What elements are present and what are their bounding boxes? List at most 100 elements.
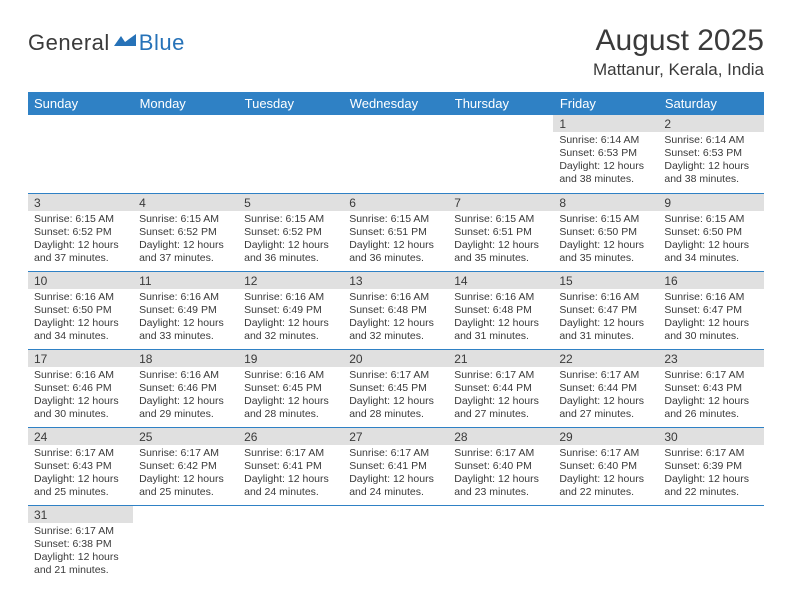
dow-sat: Saturday (658, 92, 763, 115)
day-cell: 11Sunrise: 6:16 AMSunset: 6:49 PMDayligh… (133, 271, 238, 349)
day-cell: 24Sunrise: 6:17 AMSunset: 6:43 PMDayligh… (28, 427, 133, 505)
day-number: 7 (448, 194, 553, 211)
day-cell (238, 505, 343, 583)
day-number: 9 (658, 194, 763, 211)
day-cell: 9Sunrise: 6:15 AMSunset: 6:50 PMDaylight… (658, 193, 763, 271)
day-cell: 3Sunrise: 6:15 AMSunset: 6:52 PMDaylight… (28, 193, 133, 271)
day-body: Sunrise: 6:15 AMSunset: 6:51 PMDaylight:… (343, 211, 448, 270)
day-number: 25 (133, 428, 238, 445)
day-body: Sunrise: 6:17 AMSunset: 6:40 PMDaylight:… (448, 445, 553, 504)
header: General Blue August 2025 Mattanur, Keral… (28, 24, 764, 80)
day-number: 26 (238, 428, 343, 445)
day-cell (343, 505, 448, 583)
dow-fri: Friday (553, 92, 658, 115)
day-body: Sunrise: 6:17 AMSunset: 6:39 PMDaylight:… (658, 445, 763, 504)
day-cell: 22Sunrise: 6:17 AMSunset: 6:44 PMDayligh… (553, 349, 658, 427)
day-number: 18 (133, 350, 238, 367)
calendar-body: 1Sunrise: 6:14 AMSunset: 6:53 PMDaylight… (28, 115, 764, 583)
day-cell: 23Sunrise: 6:17 AMSunset: 6:43 PMDayligh… (658, 349, 763, 427)
day-body: Sunrise: 6:15 AMSunset: 6:51 PMDaylight:… (448, 211, 553, 270)
day-cell (448, 505, 553, 583)
week-row: 3Sunrise: 6:15 AMSunset: 6:52 PMDaylight… (28, 193, 764, 271)
day-cell (238, 115, 343, 193)
week-row: 17Sunrise: 6:16 AMSunset: 6:46 PMDayligh… (28, 349, 764, 427)
day-cell (553, 505, 658, 583)
logo-flag-icon (114, 32, 136, 55)
day-body: Sunrise: 6:16 AMSunset: 6:48 PMDaylight:… (448, 289, 553, 348)
day-number: 24 (28, 428, 133, 445)
day-cell: 26Sunrise: 6:17 AMSunset: 6:41 PMDayligh… (238, 427, 343, 505)
day-number: 13 (343, 272, 448, 289)
day-body: Sunrise: 6:16 AMSunset: 6:48 PMDaylight:… (343, 289, 448, 348)
day-cell: 28Sunrise: 6:17 AMSunset: 6:40 PMDayligh… (448, 427, 553, 505)
dow-wed: Wednesday (343, 92, 448, 115)
day-number: 6 (343, 194, 448, 211)
day-number: 4 (133, 194, 238, 211)
day-cell: 20Sunrise: 6:17 AMSunset: 6:45 PMDayligh… (343, 349, 448, 427)
day-cell: 12Sunrise: 6:16 AMSunset: 6:49 PMDayligh… (238, 271, 343, 349)
day-number: 20 (343, 350, 448, 367)
day-body: Sunrise: 6:17 AMSunset: 6:43 PMDaylight:… (658, 367, 763, 426)
day-cell: 25Sunrise: 6:17 AMSunset: 6:42 PMDayligh… (133, 427, 238, 505)
day-cell (133, 115, 238, 193)
week-row: 10Sunrise: 6:16 AMSunset: 6:50 PMDayligh… (28, 271, 764, 349)
day-cell: 8Sunrise: 6:15 AMSunset: 6:50 PMDaylight… (553, 193, 658, 271)
day-number: 22 (553, 350, 658, 367)
day-body: Sunrise: 6:16 AMSunset: 6:49 PMDaylight:… (238, 289, 343, 348)
day-body: Sunrise: 6:17 AMSunset: 6:44 PMDaylight:… (553, 367, 658, 426)
day-cell: 27Sunrise: 6:17 AMSunset: 6:41 PMDayligh… (343, 427, 448, 505)
day-body: Sunrise: 6:17 AMSunset: 6:41 PMDaylight:… (238, 445, 343, 504)
day-number: 17 (28, 350, 133, 367)
day-body: Sunrise: 6:16 AMSunset: 6:45 PMDaylight:… (238, 367, 343, 426)
day-body: Sunrise: 6:14 AMSunset: 6:53 PMDaylight:… (553, 132, 658, 191)
day-body: Sunrise: 6:16 AMSunset: 6:49 PMDaylight:… (133, 289, 238, 348)
day-cell (28, 115, 133, 193)
title-block: August 2025 Mattanur, Kerala, India (593, 24, 764, 80)
logo-text-blue: Blue (139, 30, 185, 56)
day-cell (658, 505, 763, 583)
day-body: Sunrise: 6:15 AMSunset: 6:52 PMDaylight:… (238, 211, 343, 270)
day-body: Sunrise: 6:16 AMSunset: 6:47 PMDaylight:… (658, 289, 763, 348)
calendar-table: Sunday Monday Tuesday Wednesday Thursday… (28, 92, 764, 583)
day-number: 19 (238, 350, 343, 367)
day-cell: 13Sunrise: 6:16 AMSunset: 6:48 PMDayligh… (343, 271, 448, 349)
month-title: August 2025 (593, 24, 764, 58)
day-cell: 18Sunrise: 6:16 AMSunset: 6:46 PMDayligh… (133, 349, 238, 427)
day-body: Sunrise: 6:17 AMSunset: 6:42 PMDaylight:… (133, 445, 238, 504)
day-number: 28 (448, 428, 553, 445)
day-cell: 29Sunrise: 6:17 AMSunset: 6:40 PMDayligh… (553, 427, 658, 505)
day-cell (343, 115, 448, 193)
day-body: Sunrise: 6:17 AMSunset: 6:38 PMDaylight:… (28, 523, 133, 582)
day-cell: 4Sunrise: 6:15 AMSunset: 6:52 PMDaylight… (133, 193, 238, 271)
day-number: 21 (448, 350, 553, 367)
day-body: Sunrise: 6:17 AMSunset: 6:44 PMDaylight:… (448, 367, 553, 426)
week-row: 24Sunrise: 6:17 AMSunset: 6:43 PMDayligh… (28, 427, 764, 505)
day-cell: 17Sunrise: 6:16 AMSunset: 6:46 PMDayligh… (28, 349, 133, 427)
day-body: Sunrise: 6:17 AMSunset: 6:40 PMDaylight:… (553, 445, 658, 504)
day-number: 5 (238, 194, 343, 211)
day-cell (448, 115, 553, 193)
day-cell: 5Sunrise: 6:15 AMSunset: 6:52 PMDaylight… (238, 193, 343, 271)
day-number: 12 (238, 272, 343, 289)
day-number: 16 (658, 272, 763, 289)
day-number: 8 (553, 194, 658, 211)
logo: General Blue (28, 30, 185, 56)
day-body: Sunrise: 6:15 AMSunset: 6:52 PMDaylight:… (28, 211, 133, 270)
day-number: 1 (553, 115, 658, 132)
dow-row: Sunday Monday Tuesday Wednesday Thursday… (28, 92, 764, 115)
day-cell: 31Sunrise: 6:17 AMSunset: 6:38 PMDayligh… (28, 505, 133, 583)
dow-tue: Tuesday (238, 92, 343, 115)
week-row: 1Sunrise: 6:14 AMSunset: 6:53 PMDaylight… (28, 115, 764, 193)
day-cell: 10Sunrise: 6:16 AMSunset: 6:50 PMDayligh… (28, 271, 133, 349)
day-cell: 2Sunrise: 6:14 AMSunset: 6:53 PMDaylight… (658, 115, 763, 193)
day-number: 31 (28, 506, 133, 523)
day-cell: 16Sunrise: 6:16 AMSunset: 6:47 PMDayligh… (658, 271, 763, 349)
day-number: 30 (658, 428, 763, 445)
day-cell: 6Sunrise: 6:15 AMSunset: 6:51 PMDaylight… (343, 193, 448, 271)
day-body: Sunrise: 6:17 AMSunset: 6:45 PMDaylight:… (343, 367, 448, 426)
day-cell: 19Sunrise: 6:16 AMSunset: 6:45 PMDayligh… (238, 349, 343, 427)
day-number: 14 (448, 272, 553, 289)
day-cell: 30Sunrise: 6:17 AMSunset: 6:39 PMDayligh… (658, 427, 763, 505)
day-cell: 7Sunrise: 6:15 AMSunset: 6:51 PMDaylight… (448, 193, 553, 271)
day-number: 2 (658, 115, 763, 132)
